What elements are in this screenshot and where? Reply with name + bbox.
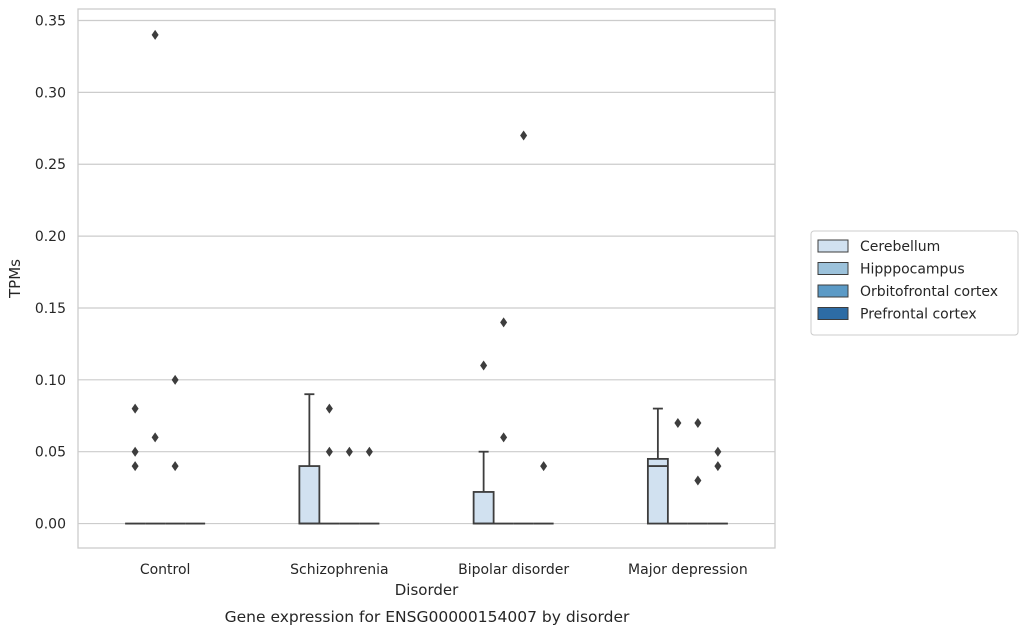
- tick-labels: 0.00 0.05 0.10 0.15 0.20 0.25 0.30 0.35 Control S…: [35, 13, 748, 578]
- outlier-point: [540, 461, 548, 472]
- x-tick-label: Major depression: [628, 562, 748, 578]
- box-3-1: [667, 417, 688, 525]
- outlier-point: [131, 461, 139, 472]
- outlier-point: [171, 374, 179, 385]
- legend-item: Orbitofrontal cortex: [817, 284, 998, 300]
- outlier-point: [694, 475, 702, 486]
- outlier-point: [674, 417, 682, 428]
- y-axis-label: TPMs: [6, 259, 24, 299]
- grid-lines: [78, 19, 775, 525]
- box: [646, 457, 669, 525]
- legend-swatch: [817, 239, 849, 253]
- box-1-2: [339, 446, 360, 525]
- outlier-point: [520, 130, 528, 141]
- box-0-2: [165, 374, 186, 525]
- box-2-3: [533, 461, 554, 525]
- outlier-point: [131, 403, 139, 414]
- legend-swatch: [817, 307, 849, 320]
- outlier-point: [714, 461, 722, 472]
- plot-frame: [77, 8, 776, 549]
- box-2-2: [513, 130, 534, 525]
- box-0-1: [145, 29, 166, 525]
- legend: Cerebellum Hipppocampus Orbitofrontal cort…: [810, 230, 1019, 336]
- legend-label: Hipppocampus: [860, 262, 965, 278]
- box-plots: [125, 29, 728, 525]
- x-tick-label: Bipolar disorder: [458, 562, 569, 578]
- box-2-1: [493, 317, 514, 525]
- y-tick-label: 0.25: [35, 157, 66, 173]
- outlier-point: [694, 417, 702, 428]
- outlier-point: [325, 403, 333, 414]
- outlier-point: [171, 461, 179, 472]
- outlier-point: [131, 446, 139, 457]
- y-tick-label: 0.15: [35, 301, 66, 317]
- box-1-3: [359, 446, 380, 525]
- legend-label: Orbitofrontal cortex: [860, 284, 998, 300]
- x-axis-label: Disorder: [395, 581, 459, 599]
- box: [472, 491, 495, 525]
- y-tick-label: 0.00: [35, 517, 66, 533]
- legend-swatch: [817, 262, 849, 275]
- box-3-3: [707, 446, 728, 525]
- outlier-point: [325, 446, 333, 457]
- legend-label: Prefrontal cortex: [860, 307, 977, 323]
- y-tick-label: 0.30: [35, 85, 66, 101]
- outlier-point: [500, 432, 508, 443]
- legend-label: Cerebellum: [860, 239, 940, 255]
- outlier-point: [365, 446, 373, 457]
- box-0-0: [125, 403, 146, 525]
- legend-swatch: [817, 284, 849, 298]
- y-tick-label: 0.10: [35, 373, 66, 389]
- box-3-0: [646, 407, 669, 525]
- outlier-point: [345, 446, 353, 457]
- box-1-0: [298, 393, 321, 525]
- box-3-2: [687, 417, 708, 525]
- x-tick-label: Schizophrenia: [290, 562, 388, 578]
- outlier-point: [151, 29, 159, 40]
- outlier-point: [714, 446, 722, 457]
- legend-item: Prefrontal cortex: [817, 307, 977, 323]
- box-1-1: [319, 403, 340, 525]
- y-tick-label: 0.20: [35, 229, 66, 245]
- x-tick-label: Control: [140, 562, 191, 578]
- outlier-point: [500, 317, 508, 328]
- legend-item: Hipppocampus: [817, 262, 965, 278]
- y-tick-label: 0.35: [35, 13, 66, 29]
- chart-caption: Gene expression for ENSG00000154007 by d…: [225, 608, 630, 626]
- outlier-point: [480, 360, 488, 371]
- box-2-0: [472, 360, 495, 525]
- y-tick-label: 0.05: [35, 445, 66, 461]
- legend-item: Cerebellum: [817, 239, 940, 255]
- outlier-point: [151, 432, 159, 443]
- legend-frame: [810, 230, 1019, 336]
- box: [298, 465, 321, 525]
